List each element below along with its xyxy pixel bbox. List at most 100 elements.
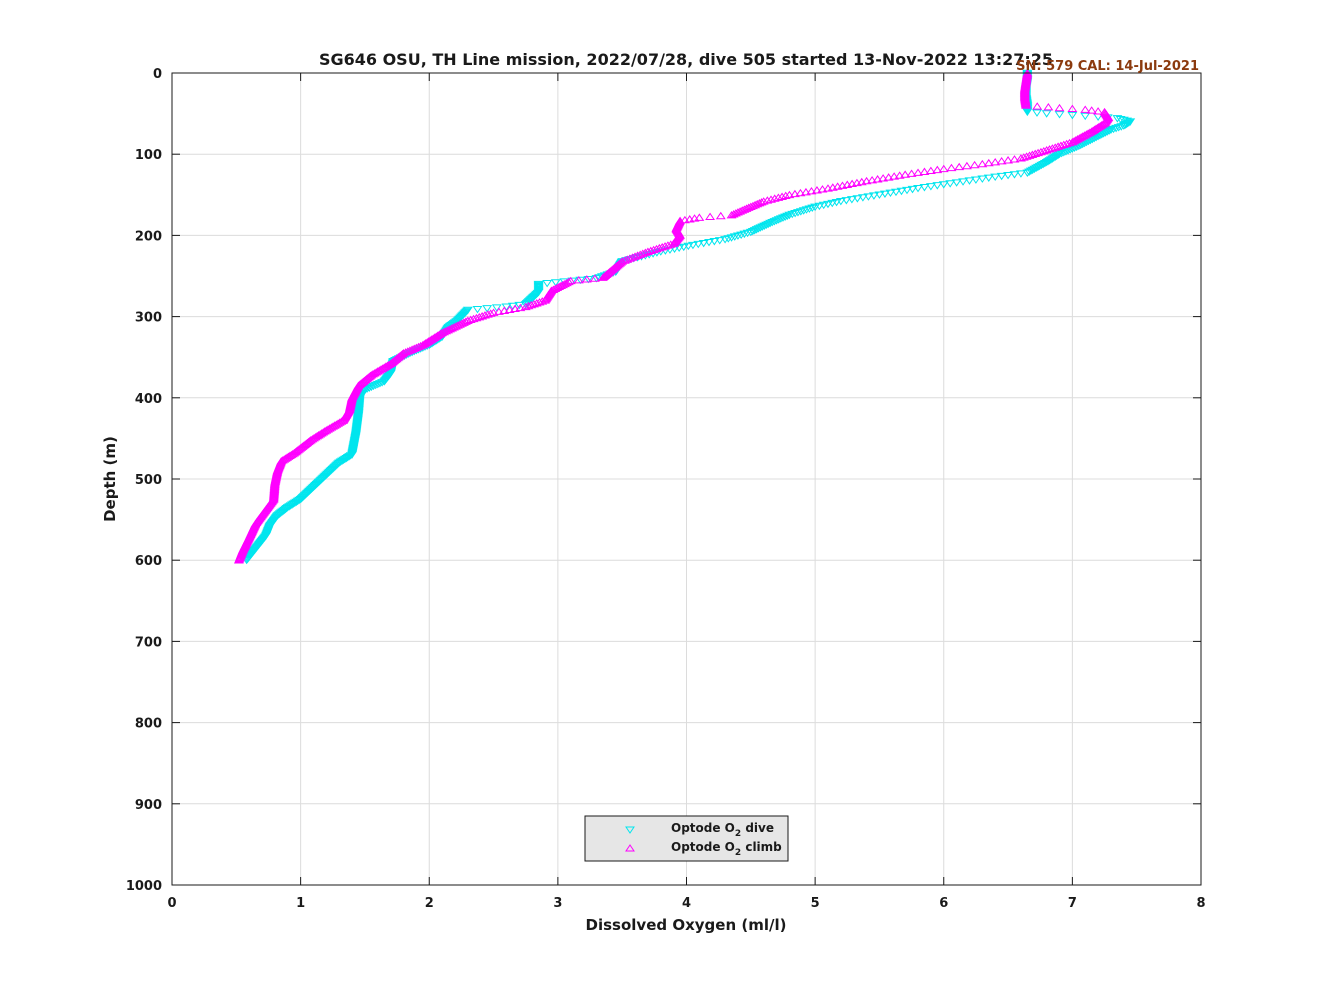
data-point — [637, 249, 648, 257]
data-point — [1112, 115, 1123, 123]
data-point — [748, 201, 758, 210]
data-point — [622, 255, 633, 263]
data-point — [789, 189, 800, 198]
data-point — [558, 280, 568, 289]
data-point — [411, 343, 422, 352]
data-point — [990, 157, 1001, 166]
data-point — [573, 275, 584, 284]
data-point — [735, 207, 746, 215]
data-point — [969, 160, 980, 169]
data-point — [907, 185, 918, 194]
data-point — [531, 299, 542, 307]
data-point — [334, 418, 345, 426]
data-point — [868, 192, 879, 200]
data-point — [756, 198, 767, 206]
data-point — [1003, 172, 1013, 180]
data-point — [889, 172, 900, 180]
data-point — [996, 157, 1007, 165]
data-point — [726, 210, 737, 219]
data-point — [812, 186, 822, 194]
data-point — [556, 281, 567, 290]
data-point — [537, 297, 548, 305]
data-point — [851, 178, 862, 187]
data-point — [689, 214, 700, 222]
data-point — [827, 183, 838, 191]
data-point — [726, 234, 737, 242]
data-point — [515, 303, 526, 312]
x-tick-label: 3 — [553, 896, 562, 911]
data-point — [456, 319, 467, 327]
data-point — [775, 215, 786, 223]
data-point — [954, 162, 965, 171]
data-point — [750, 200, 761, 209]
data-point — [752, 199, 763, 208]
data-point — [407, 345, 418, 353]
x-tick-label: 4 — [682, 896, 691, 911]
data-point — [589, 274, 600, 282]
data-point — [462, 316, 473, 324]
data-point — [977, 159, 988, 168]
data-point — [1015, 170, 1026, 178]
data-point — [409, 344, 420, 352]
y-tick-label: 700 — [135, 635, 162, 650]
data-point — [872, 175, 883, 183]
data-point — [742, 229, 753, 238]
data-point — [413, 342, 424, 351]
data-point — [402, 347, 413, 355]
data-point — [1061, 148, 1071, 156]
data-point — [1022, 169, 1033, 177]
data-point — [754, 198, 765, 207]
data-point — [745, 202, 756, 211]
data-point — [801, 187, 811, 196]
data-point — [880, 190, 890, 198]
data-point — [451, 322, 461, 330]
data-point — [780, 213, 791, 222]
data-point — [523, 301, 534, 310]
data-point — [563, 277, 574, 286]
data-point — [632, 251, 643, 259]
data-point — [1081, 130, 1092, 138]
data-point — [338, 416, 349, 424]
data-point — [847, 179, 858, 188]
y-tick-label: 600 — [135, 554, 162, 569]
data-point — [964, 177, 975, 185]
y-tick-label: 500 — [135, 473, 162, 488]
data-point — [919, 167, 930, 175]
data-point — [878, 174, 889, 182]
data-point — [900, 170, 911, 178]
data-point — [990, 173, 1001, 182]
data-point — [591, 275, 602, 283]
data-point — [1086, 106, 1097, 114]
data-point — [635, 250, 646, 258]
data-point — [705, 212, 716, 221]
data-point — [863, 193, 874, 201]
data-point — [441, 326, 452, 335]
data-point — [482, 305, 493, 313]
data-point — [846, 196, 857, 204]
data-point — [906, 169, 917, 177]
data-point — [1093, 107, 1104, 115]
data-point — [958, 178, 968, 186]
data-point — [1074, 134, 1085, 142]
data-point — [575, 276, 586, 285]
x-tick-label: 2 — [425, 896, 434, 911]
data-point — [640, 248, 651, 256]
data-point — [823, 184, 833, 192]
data-point — [902, 186, 912, 195]
x-axis-label: Dissolved Oxygen (ml/l) — [586, 916, 787, 934]
data-point — [837, 181, 848, 189]
data-point — [581, 275, 592, 283]
data-point — [333, 419, 343, 427]
y-tick-label: 0 — [153, 67, 162, 82]
x-tick-label: 0 — [167, 896, 176, 911]
data-point — [925, 183, 936, 191]
data-point — [1054, 111, 1065, 119]
data-point — [977, 175, 988, 183]
x-tick-label: 6 — [939, 896, 948, 911]
data-point — [1025, 167, 1036, 176]
legend-climb-label: Optode O2 climb — [671, 840, 782, 858]
data-point — [1024, 168, 1035, 177]
data-point — [328, 422, 338, 430]
calibration-note: SN: 579 CAL: 14-Jul-2021 — [1016, 59, 1199, 74]
data-point — [1070, 135, 1081, 144]
